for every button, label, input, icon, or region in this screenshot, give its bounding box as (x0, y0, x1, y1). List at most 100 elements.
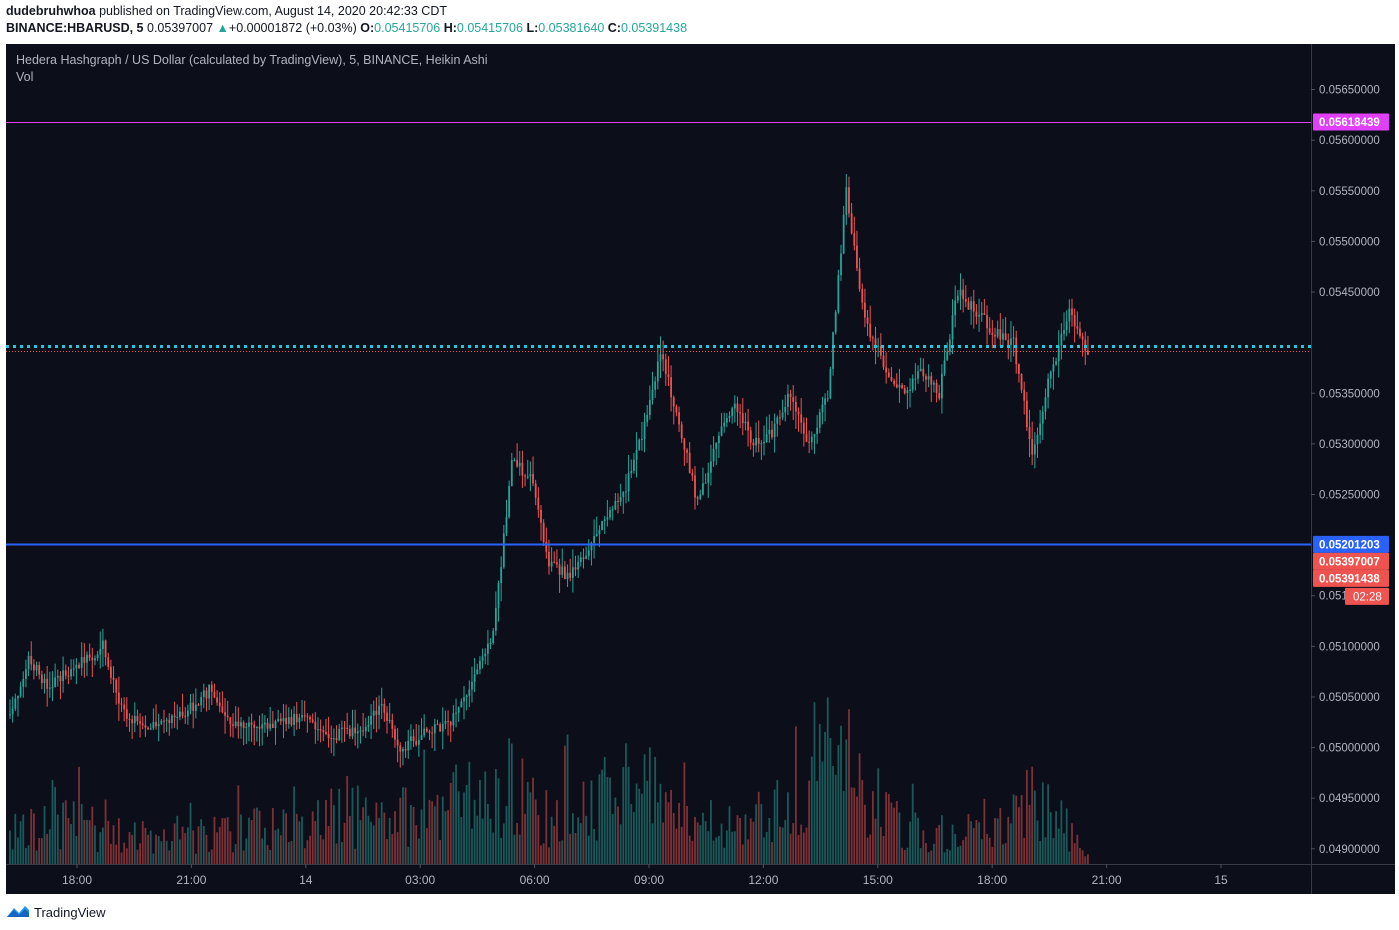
x-tick-label: 18:00 (977, 873, 1007, 887)
candle-body (818, 412, 821, 428)
candles (9, 174, 1089, 768)
candle-body (149, 728, 152, 730)
candle-body (123, 704, 126, 710)
candle-body (569, 572, 572, 578)
close-label: C: (607, 21, 621, 35)
volume-bar (1028, 804, 1031, 864)
candle-body (845, 187, 848, 215)
candle-body (622, 492, 625, 497)
candle-body (1025, 400, 1028, 428)
volume-bar (779, 826, 781, 864)
volume-bar (938, 824, 941, 864)
x-tick-label: 14 (299, 873, 313, 887)
candle-body (518, 462, 521, 467)
volume-bar (635, 783, 638, 864)
candle-body (797, 411, 800, 415)
candle-body (301, 715, 303, 718)
tradingview-logo-icon[interactable] (6, 904, 30, 921)
volume-bar (935, 827, 938, 864)
volume-bar (707, 831, 710, 864)
candle-body (290, 717, 293, 725)
candle-body (794, 401, 797, 412)
volume-bar (699, 825, 702, 864)
candle-body (327, 733, 330, 738)
candle-body (285, 718, 288, 724)
price-axis[interactable]: 0.05650000 0.05600000 0.05550000 0.05500000… (1311, 85, 1380, 856)
candle-body (428, 731, 431, 733)
change-up-icon: ▲ (216, 21, 229, 35)
candle-body (125, 709, 128, 719)
candle-body (221, 706, 224, 713)
candle-body (216, 697, 218, 703)
volume-bar (890, 802, 893, 864)
price-chart[interactable]: 0.05650000 0.05600000 0.05550000 0.05500000… (6, 44, 1395, 894)
volume-bar (943, 852, 946, 864)
volume-bar (787, 792, 789, 864)
candle-body (903, 388, 906, 394)
volume-bar (909, 821, 911, 864)
candle-body (489, 642, 492, 644)
candle-body (1044, 397, 1047, 412)
volume-bar (755, 804, 757, 864)
volume-bar (388, 817, 391, 864)
volume-bar (771, 842, 773, 864)
volume-bar (415, 825, 418, 864)
x-tick-label: 03:00 (405, 873, 435, 887)
time-axis[interactable]: 18:00 21:00 14 03:00 06:00 09:00 12:00 15:00 18:… (62, 864, 1228, 887)
volume-bar (104, 799, 107, 864)
candle-body (614, 500, 617, 510)
candle-body (1055, 361, 1057, 365)
candle-body (919, 368, 922, 372)
candle-body (577, 561, 580, 570)
candle-body (601, 521, 603, 531)
volume-bar (553, 825, 556, 864)
horizontal-lines[interactable] (6, 122, 1311, 546)
candle-body (773, 423, 776, 438)
candle-body (1033, 444, 1036, 455)
candle-body (792, 397, 795, 402)
volume-bar (680, 826, 683, 864)
candle-body (271, 723, 274, 728)
candle-body (964, 298, 967, 302)
volume-bar (171, 841, 173, 864)
candle-body (864, 302, 866, 318)
publish-line: dudebruhwhoa published on TradingView.co… (6, 3, 1396, 20)
volume-bar (253, 808, 256, 864)
candle-body (232, 724, 234, 726)
author-name[interactable]: dudebruhwhoa (6, 4, 96, 18)
volume-bar (40, 838, 43, 864)
volume-bar (293, 786, 295, 864)
candle-body (779, 417, 781, 419)
candle-body (436, 724, 439, 726)
volume-bar (131, 834, 134, 864)
volume-bar (1041, 782, 1044, 864)
candle-body (683, 438, 686, 450)
chart-area[interactable] (6, 44, 1395, 894)
volume-bar (548, 847, 550, 864)
volume-bar (290, 840, 293, 864)
volume-bar (893, 807, 896, 864)
candle-body (1047, 378, 1050, 398)
candle-body (266, 722, 269, 729)
volume-bar (956, 846, 959, 864)
volume-bar (633, 812, 635, 864)
candle-body (579, 557, 582, 562)
volume-bar (869, 834, 872, 864)
volume-bar (542, 843, 545, 864)
candle-body (287, 717, 290, 724)
volume-bar (67, 818, 70, 864)
footer-brand[interactable]: TradingView (34, 904, 106, 920)
volume-bar (654, 756, 657, 864)
candle-body (871, 337, 874, 339)
candle-body (856, 245, 858, 269)
volume-bar (1007, 816, 1010, 864)
candle-body (340, 727, 343, 729)
candle-body (678, 412, 680, 425)
volume-bar (370, 821, 372, 864)
volume-bar (829, 737, 832, 864)
candle-body (471, 681, 473, 690)
ohlc-line: BINANCE:HBARUSD, 5 0.05397007 ▲+0.000018… (6, 20, 1396, 37)
volume-bar (287, 842, 290, 864)
candle-body (94, 658, 96, 661)
candle-body (54, 677, 57, 688)
